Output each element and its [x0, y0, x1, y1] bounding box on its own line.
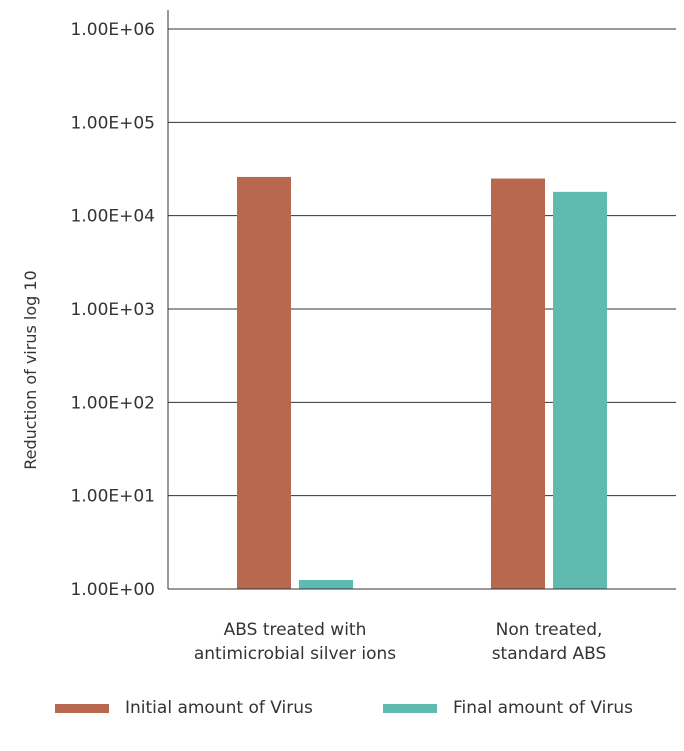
y-tick-label: 1.00E+01: [71, 487, 155, 507]
legend-item-initial: Initial amount of Virus: [55, 698, 313, 718]
legend-label-initial: Initial amount of Virus: [125, 698, 313, 718]
y-tick-label: 1.00E+03: [71, 300, 155, 320]
legend-swatch-final: [383, 703, 437, 713]
bar-initial-2: [491, 178, 545, 589]
y-tick-label: 1.00E+04: [71, 207, 155, 227]
bar-final-1: [299, 579, 353, 589]
x-tick-labels: ABS treated with antimicrobial silver ion…: [194, 620, 606, 664]
y-tick-label: 1.00E+06: [71, 20, 155, 40]
legend: Initial amount of Virus Final amount of …: [0, 698, 684, 751]
y-tick-label: 1.00E+00: [71, 580, 155, 600]
y-tick-labels: 1.00E+00 1.00E+01 1.00E+02 1.00E+03 1.00E+04…: [71, 20, 155, 600]
legend-label-final: Final amount of Virus: [453, 698, 633, 718]
legend-item-final: Final amount of Virus: [383, 698, 633, 718]
bar-initial-1: [237, 176, 291, 589]
bar-final-2: [553, 191, 607, 589]
bars: [237, 176, 607, 589]
y-tick-label: 1.00E+05: [71, 113, 155, 133]
y-tick-label: 1.00E+02: [71, 393, 155, 413]
x-tick-label: ABS treated with antimicrobial silver ion…: [194, 620, 396, 664]
x-tick-label: Non treated, standard ABS: [492, 620, 607, 664]
y-axis-label: Reduction of virus log 10: [21, 270, 40, 469]
legend-swatch-initial: [55, 703, 109, 713]
